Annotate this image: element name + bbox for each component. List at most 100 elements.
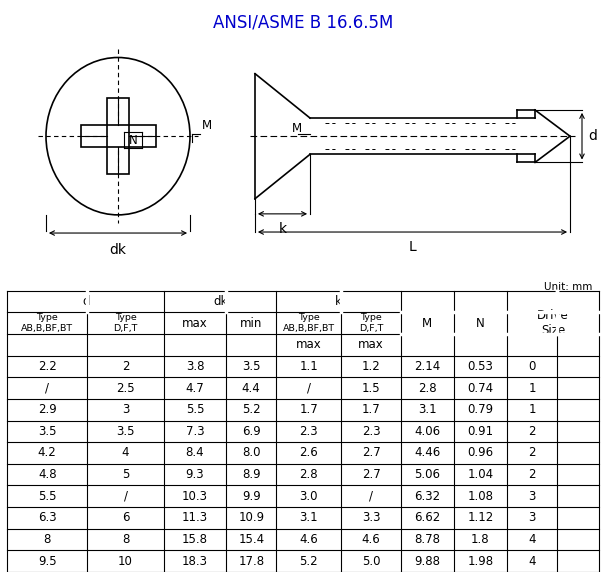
Text: 6: 6 — [122, 511, 129, 525]
Text: 4.7: 4.7 — [185, 382, 204, 395]
Text: 4.2: 4.2 — [38, 447, 56, 459]
Text: 17.8: 17.8 — [238, 555, 264, 567]
Text: M: M — [422, 317, 432, 329]
Text: 0.53: 0.53 — [467, 360, 493, 373]
Text: k: k — [335, 295, 342, 308]
Text: 4.46: 4.46 — [414, 447, 441, 459]
Text: Type
D,F,T: Type D,F,T — [359, 313, 383, 333]
Text: N: N — [476, 317, 485, 329]
Text: max: max — [358, 338, 384, 351]
Text: 0.91: 0.91 — [467, 425, 493, 438]
Text: 10.3: 10.3 — [182, 490, 208, 503]
Text: 0: 0 — [528, 360, 536, 373]
Text: 2.7: 2.7 — [362, 447, 381, 459]
Text: 1.7: 1.7 — [299, 403, 318, 416]
Text: 5.2: 5.2 — [299, 555, 318, 567]
Text: 9.9: 9.9 — [242, 490, 261, 503]
Text: 18.3: 18.3 — [182, 555, 208, 567]
Text: 2.5: 2.5 — [116, 382, 135, 395]
Text: Drive
Size: Drive Size — [537, 309, 569, 337]
Text: 5.5: 5.5 — [186, 403, 204, 416]
Text: 5.2: 5.2 — [242, 403, 261, 416]
Text: 10: 10 — [118, 555, 133, 567]
Text: 3.5: 3.5 — [38, 425, 56, 438]
Text: /: / — [307, 382, 311, 395]
Text: 1.5: 1.5 — [362, 382, 381, 395]
Text: 15.4: 15.4 — [238, 533, 264, 546]
Text: 3.1: 3.1 — [418, 403, 436, 416]
Text: 8.9: 8.9 — [242, 468, 261, 481]
Text: 6.32: 6.32 — [414, 490, 441, 503]
Text: 2: 2 — [122, 360, 129, 373]
Text: 2: 2 — [528, 468, 536, 481]
Text: k: k — [278, 222, 287, 236]
Text: /: / — [124, 490, 128, 503]
Text: 8: 8 — [122, 533, 129, 546]
Text: 1.1: 1.1 — [299, 360, 318, 373]
Text: 2: 2 — [528, 447, 536, 459]
Text: 2.7: 2.7 — [362, 468, 381, 481]
Text: 1.04: 1.04 — [467, 468, 493, 481]
Text: M: M — [202, 119, 212, 132]
Text: L: L — [408, 240, 416, 254]
Text: N: N — [128, 134, 138, 147]
Text: 1: 1 — [528, 382, 536, 395]
Text: 1.08: 1.08 — [467, 490, 493, 503]
Text: 4: 4 — [528, 555, 536, 567]
Text: min: min — [240, 317, 262, 329]
Text: 1.8: 1.8 — [471, 533, 490, 546]
Text: Type
AB,B,BF,BT: Type AB,B,BF,BT — [21, 313, 73, 333]
Text: 8: 8 — [44, 533, 51, 546]
Text: 6.3: 6.3 — [38, 511, 56, 525]
Text: d: d — [588, 129, 597, 143]
Text: 7.3: 7.3 — [186, 425, 204, 438]
Text: 2: 2 — [528, 425, 536, 438]
Text: 11.3: 11.3 — [182, 511, 208, 525]
Text: 10.9: 10.9 — [238, 511, 264, 525]
Text: Unit: mm: Unit: mm — [544, 282, 593, 292]
Text: 8.4: 8.4 — [186, 447, 204, 459]
Text: 3: 3 — [528, 490, 536, 503]
Text: dk: dk — [213, 295, 227, 308]
Text: 2.8: 2.8 — [418, 382, 436, 395]
Text: 15.8: 15.8 — [182, 533, 208, 546]
Bar — [81, 125, 156, 147]
Text: 2.8: 2.8 — [299, 468, 318, 481]
Text: 4.06: 4.06 — [414, 425, 441, 438]
Text: /: / — [45, 382, 49, 395]
Text: 4.6: 4.6 — [299, 533, 318, 546]
Text: 9.3: 9.3 — [186, 468, 204, 481]
Text: 4: 4 — [528, 533, 536, 546]
Text: 6.9: 6.9 — [242, 425, 261, 438]
Text: 0.96: 0.96 — [467, 447, 493, 459]
Text: 4.4: 4.4 — [242, 382, 261, 395]
Text: Type
D,F,T: Type D,F,T — [113, 313, 138, 333]
Text: 1.7: 1.7 — [362, 403, 381, 416]
Text: ANSI/ASME B 16.6.5M: ANSI/ASME B 16.6.5M — [213, 13, 393, 31]
Text: 3.3: 3.3 — [362, 511, 381, 525]
Text: 1.12: 1.12 — [467, 511, 493, 525]
Text: dk: dk — [110, 243, 127, 257]
Text: 3: 3 — [122, 403, 129, 416]
Text: max: max — [182, 317, 208, 329]
Text: 5: 5 — [122, 468, 129, 481]
Text: 2.3: 2.3 — [299, 425, 318, 438]
Text: 4: 4 — [122, 447, 129, 459]
Bar — [107, 98, 129, 174]
Text: 2.3: 2.3 — [362, 425, 381, 438]
Text: d: d — [82, 295, 90, 308]
Text: 1.98: 1.98 — [467, 555, 493, 567]
Text: 3.1: 3.1 — [299, 511, 318, 525]
Text: 1.2: 1.2 — [362, 360, 381, 373]
Text: 2.14: 2.14 — [414, 360, 441, 373]
Text: 0.74: 0.74 — [467, 382, 493, 395]
Text: 0.79: 0.79 — [467, 403, 493, 416]
Text: /: / — [369, 490, 373, 503]
Text: 4.6: 4.6 — [362, 533, 381, 546]
Text: 2.9: 2.9 — [38, 403, 56, 416]
Text: 2.2: 2.2 — [38, 360, 56, 373]
Text: max: max — [296, 338, 322, 351]
Text: Type
AB,B,BF,BT: Type AB,B,BF,BT — [283, 313, 335, 333]
Text: 2.6: 2.6 — [299, 447, 318, 459]
Text: 4.8: 4.8 — [38, 468, 56, 481]
